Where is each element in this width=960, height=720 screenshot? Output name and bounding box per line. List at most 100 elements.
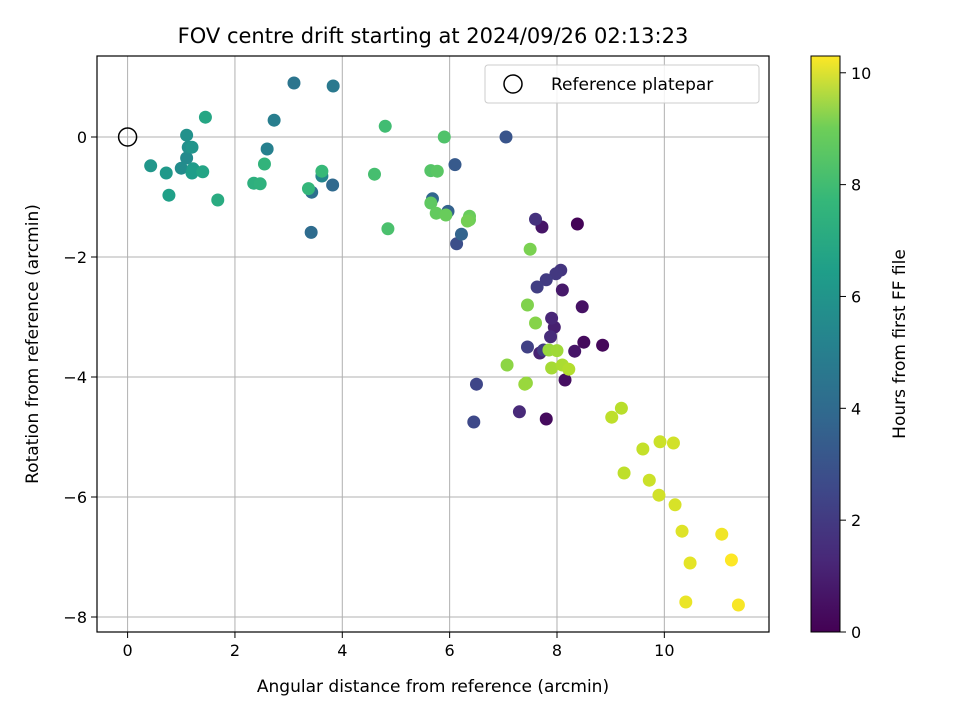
data-point (499, 130, 513, 144)
legend-marker (503, 74, 523, 94)
data-point (430, 164, 444, 178)
data-point (185, 140, 199, 154)
data-point (439, 208, 453, 222)
data-point (666, 436, 680, 450)
data-point (287, 76, 301, 90)
colorbar-tick-label: 6 (851, 287, 861, 306)
data-point (545, 311, 559, 325)
data-point (549, 267, 563, 281)
colorbar-tick-label: 0 (851, 623, 861, 642)
data-point (724, 553, 738, 567)
x-axis-ticks: 0 2 4 6 8 10 (123, 632, 675, 660)
data-point (162, 188, 176, 202)
reference-marker (117, 127, 138, 147)
data-point (520, 298, 534, 312)
data-point (653, 435, 667, 449)
data-point (568, 344, 582, 358)
x-tick-label: 8 (552, 641, 562, 660)
colorbar: 0 2 4 6 8 10 Hours from first FF file (810, 55, 910, 642)
colorbar-tick-label: 8 (851, 176, 861, 195)
data-point (555, 283, 569, 297)
data-point (605, 410, 619, 424)
data-point (180, 151, 194, 165)
legend-entry: Reference platepar (551, 75, 713, 95)
data-point (652, 488, 666, 502)
y-tick-label: −6 (63, 488, 87, 507)
data-point (211, 193, 225, 207)
data-point (326, 79, 340, 93)
x-tick-label: 0 (123, 641, 133, 660)
data-point (500, 358, 514, 372)
data-point (429, 206, 443, 220)
data-point (523, 242, 537, 256)
data-points (144, 76, 745, 612)
data-point (550, 344, 564, 358)
data-point (545, 361, 559, 375)
data-point (448, 158, 462, 172)
x-tick-label: 6 (445, 641, 455, 660)
data-point (562, 362, 576, 376)
data-point (614, 401, 628, 415)
colorbar-ticks: 0 2 4 6 8 10 (840, 64, 871, 642)
data-point (679, 595, 693, 609)
data-point (257, 157, 271, 171)
data-point (529, 316, 543, 330)
data-point (367, 167, 381, 181)
data-point (575, 300, 589, 314)
data-point (381, 222, 395, 236)
x-tick-label: 2 (230, 641, 240, 660)
data-point (715, 527, 729, 541)
data-point (198, 110, 212, 124)
plot-frame (96, 55, 770, 633)
chart-title: FOV centre drift starting at 2024/09/26 … (178, 24, 689, 48)
colorbar-gradient (810, 55, 841, 633)
data-point (731, 598, 745, 612)
legend: Reference platepar (484, 64, 760, 104)
data-point (636, 442, 650, 456)
data-point (424, 196, 438, 210)
colorbar-tick-label: 2 (851, 511, 861, 530)
x-tick-label: 4 (337, 641, 347, 660)
data-point (512, 405, 526, 419)
data-point (144, 159, 158, 173)
data-point (185, 166, 199, 180)
y-tick-label: −4 (63, 368, 87, 387)
data-point (267, 113, 281, 127)
data-point (529, 212, 543, 226)
colorbar-label: Hours from first FF file (890, 249, 910, 439)
data-point (544, 330, 558, 344)
colorbar-tick-label: 4 (851, 399, 861, 418)
data-point (180, 128, 194, 142)
data-point (196, 165, 210, 179)
data-point (577, 335, 591, 349)
data-point (450, 237, 464, 251)
data-point (454, 227, 468, 241)
data-point (530, 280, 544, 294)
data-point (683, 556, 697, 570)
y-tick-label: −8 (63, 608, 87, 627)
x-axis-label: Angular distance from reference (arcmin) (257, 677, 609, 697)
y-tick-label: 0 (77, 128, 87, 147)
data-point (596, 338, 610, 352)
data-point (326, 178, 340, 192)
data-point (642, 473, 656, 487)
data-point (253, 177, 267, 191)
data-point (467, 415, 481, 429)
y-tick-label: −2 (63, 248, 87, 267)
data-point (460, 214, 474, 228)
colorbar-tick-label: 10 (851, 64, 871, 83)
data-point (518, 377, 532, 391)
data-point (558, 373, 572, 387)
data-point (570, 217, 584, 231)
data-point (437, 130, 451, 144)
data-point (174, 161, 188, 175)
data-point (520, 340, 534, 354)
legend-box (484, 64, 760, 104)
data-point (469, 377, 483, 391)
x-tick-label: 10 (654, 641, 674, 660)
y-axis-ticks: −8 −6 −4 −2 0 (63, 128, 97, 627)
y-axis-label: Rotation from reference (arcmin) (23, 204, 43, 484)
data-point (539, 273, 553, 287)
data-point (304, 225, 318, 239)
